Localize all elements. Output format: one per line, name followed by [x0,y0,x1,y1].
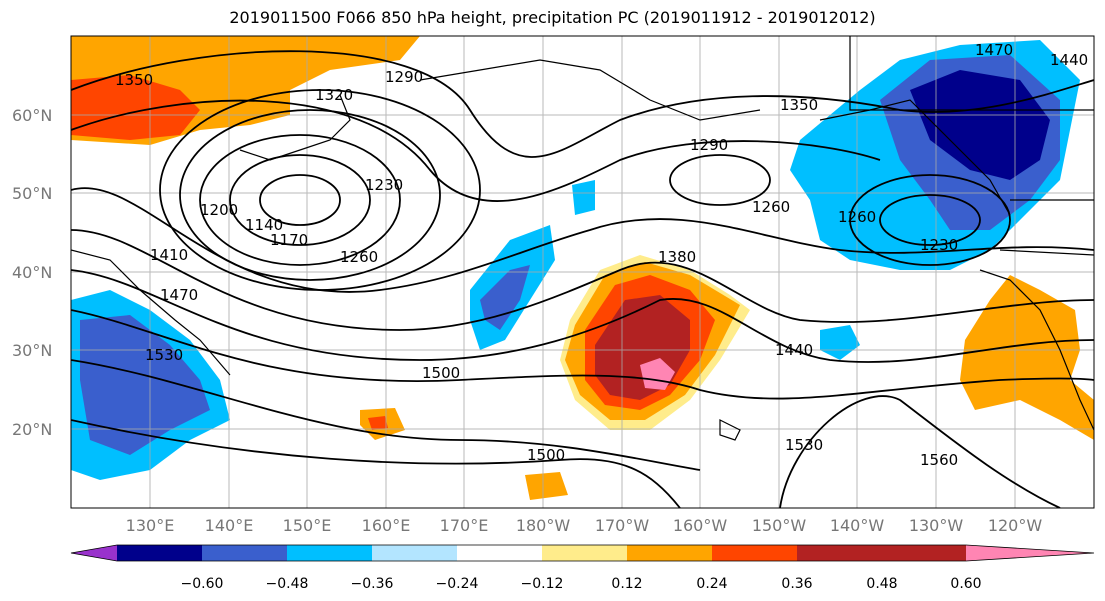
contour-label-1560: 1560 [920,451,958,469]
contour-1500-south [71,419,681,508]
contour-1290 [71,50,1094,158]
contour-label-1350-nw: 1350 [115,71,153,89]
shade-pos-southeast [960,275,1094,440]
lat-label-60n: 60°N [12,106,52,125]
contour-1140 [259,174,341,226]
colorbar-bin-1 [117,545,202,561]
colorbar-extend-low [71,545,117,561]
colorbar-tick-2: −0.48 [266,576,309,592]
shade-neg-small-ne [572,180,595,215]
contour-label-1320-nw: 1320 [315,86,353,104]
contour-label-1410-w: 1410 [150,246,188,264]
contour-label-1260-w: 1260 [340,248,378,266]
lon-label-140e: 140°E [205,516,254,535]
colorbar-extend-high [966,545,1094,561]
colorbar-bin-3 [287,545,372,561]
colorbar-bin-2 [202,545,287,561]
contour-1410 [71,229,1094,331]
shade-pos-northwest-core [71,75,200,140]
contour-label-1470-w: 1470 [160,286,198,304]
shade-pos-small-3 [525,472,568,500]
colorbar-tick-7: 0.24 [696,576,727,592]
lon-label-150e: 150°E [283,516,332,535]
colorbar-tick-1: −0.60 [181,576,224,592]
colorbar-bin-8 [712,545,797,561]
contour-1530 [779,395,1061,508]
colorbar-bin-9 [797,545,882,561]
contour-label-1500-s: 1500 [527,446,565,464]
colorbar-bin-4 [372,545,457,561]
contour-label-1230-w: 1230 [365,176,403,194]
contour-label-1530-e: 1530 [785,436,823,454]
colorbar-tick-10: 0.60 [950,576,981,592]
latitude-labels: 60°N 50°N 40°N 30°N 20°N [12,106,52,439]
contour-1200 [199,134,401,266]
colorbar-tick-5: −0.12 [521,576,564,592]
contour-1470 [71,309,1094,400]
contour-label-1200: 1200 [200,201,238,219]
contour-label-1500-w: 1500 [422,364,460,382]
height-contours [71,50,1094,508]
contour-labels: 1350 1320 1290 1290 1350 1470 1440 1200 … [115,41,1088,469]
colorbar-tick-8: 0.36 [781,576,812,592]
lat-label-30n: 30°N [12,341,52,360]
contour-1380 [71,187,1094,293]
colorbar-outline [70,544,1095,562]
contour-label-1440-c: 1440 [775,341,813,359]
colorbar-bin-7 [627,545,712,561]
contour-label-1530-w: 1530 [145,346,183,364]
contour-label-1290-n: 1290 [385,68,423,86]
colorbar-tick-6: 0.12 [611,576,642,592]
contour-label-1140: 1140 [245,216,283,234]
grid-lines [71,36,1094,508]
contour-1230 [179,109,441,281]
map-title: 2019011500 F066 850 hPa height, precipit… [229,8,876,27]
contour-label-1260-e2: 1260 [838,208,876,226]
contour-label-1380: 1380 [658,248,696,266]
contour-1230-east [879,194,981,246]
contour-1440 [71,269,1094,363]
colorbar-tick-9: 0.48 [866,576,897,592]
lon-label-170w: 170°W [595,516,650,535]
lon-label-160e: 160°E [362,516,411,535]
lon-label-120w: 120°W [988,516,1043,535]
contour-1260-east [849,174,1011,266]
contour-1500 [71,359,701,471]
coastlines [71,36,1094,441]
contour-label-1440-ne: 1440 [1050,51,1088,69]
colorbar-bin-10 [882,545,966,561]
shade-neg-central-core [480,265,530,330]
contour-1320 [71,99,881,203]
lat-label-40n: 40°N [12,263,52,282]
lon-label-130w: 130°W [909,516,964,535]
lon-label-170e: 170°E [440,516,489,535]
shade-neg-east-small [820,325,860,360]
lon-label-140w: 140°W [830,516,885,535]
lat-label-50n: 50°N [12,184,52,203]
colorbar: −0.60 −0.48 −0.36 −0.24 −0.12 0.12 0.24 … [70,544,1095,592]
colorbar-bin-6 [542,545,627,561]
contour-label-1470-ne: 1470 [975,41,1013,59]
colorbar-tick-3: −0.36 [351,576,394,592]
lon-label-180w: 180°W [516,516,571,535]
lon-label-160w: 160°W [673,516,728,535]
lon-label-130e: 130°E [126,516,175,535]
colorbar-tick-4: −0.24 [436,576,479,592]
longitude-labels: 130°E 140°E 150°E 160°E 170°E 180°W 170°… [126,516,1043,535]
contour-label-1170: 1170 [270,231,308,249]
map-frame [70,35,1095,509]
lon-label-150w: 150°W [752,516,807,535]
contour-1170 [229,154,371,246]
shade-pos-small-2 [368,416,388,430]
contour-label-1290-ne: 1290 [690,136,728,154]
lat-label-20n: 20°N [12,420,52,439]
contour-label-1260-e: 1260 [752,198,790,216]
colorbar-bin-5 [457,545,542,561]
contour-label-1350-ne: 1350 [780,96,818,114]
contour-label-1230-e: 1230 [920,236,958,254]
contour-1290-east [669,154,771,206]
